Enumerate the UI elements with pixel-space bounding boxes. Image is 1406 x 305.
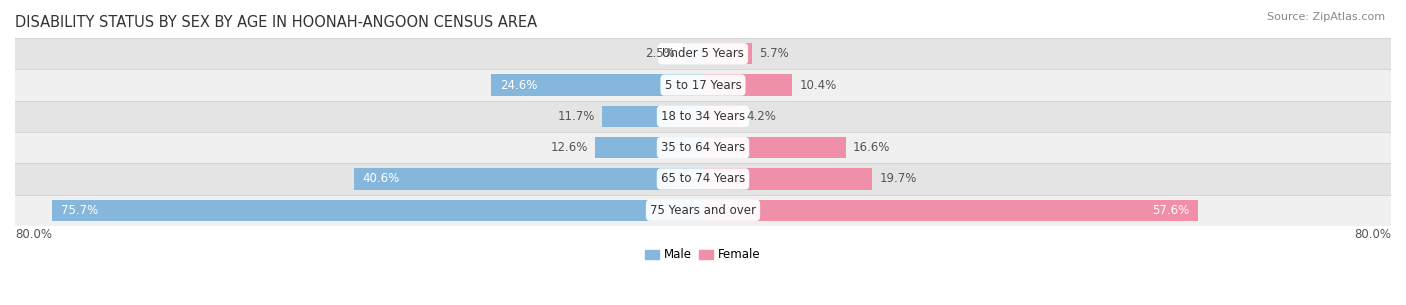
Text: 4.2%: 4.2% — [747, 110, 776, 123]
Text: 5.7%: 5.7% — [759, 47, 789, 60]
Text: 16.6%: 16.6% — [852, 141, 890, 154]
Bar — [703, 43, 752, 64]
Bar — [703, 168, 872, 190]
Text: 11.7%: 11.7% — [558, 110, 596, 123]
Text: Source: ZipAtlas.com: Source: ZipAtlas.com — [1267, 12, 1385, 22]
Text: 57.6%: 57.6% — [1153, 204, 1189, 217]
Bar — [703, 106, 740, 127]
Bar — [15, 195, 1391, 226]
Bar — [354, 168, 703, 190]
Text: 80.0%: 80.0% — [1354, 228, 1391, 241]
Text: 35 to 64 Years: 35 to 64 Years — [661, 141, 745, 154]
Bar — [703, 74, 793, 96]
Bar — [703, 200, 1198, 221]
Bar — [703, 137, 846, 158]
Legend: Male, Female: Male, Female — [645, 248, 761, 261]
Bar — [15, 163, 1391, 195]
Text: 10.4%: 10.4% — [800, 79, 837, 92]
Bar — [682, 43, 703, 64]
Bar — [52, 200, 703, 221]
Text: 2.5%: 2.5% — [645, 47, 675, 60]
Text: 18 to 34 Years: 18 to 34 Years — [661, 110, 745, 123]
Text: 24.6%: 24.6% — [501, 79, 537, 92]
Text: 40.6%: 40.6% — [363, 173, 399, 185]
Text: 5 to 17 Years: 5 to 17 Years — [665, 79, 741, 92]
Bar — [492, 74, 703, 96]
Bar — [602, 106, 703, 127]
Text: 19.7%: 19.7% — [879, 173, 917, 185]
Text: 80.0%: 80.0% — [15, 228, 52, 241]
Text: Under 5 Years: Under 5 Years — [662, 47, 744, 60]
Text: DISABILITY STATUS BY SEX BY AGE IN HOONAH-ANGOON CENSUS AREA: DISABILITY STATUS BY SEX BY AGE IN HOONA… — [15, 15, 537, 30]
Bar — [15, 101, 1391, 132]
Bar — [15, 132, 1391, 163]
Bar — [15, 70, 1391, 101]
Text: 12.6%: 12.6% — [550, 141, 588, 154]
Text: 75 Years and over: 75 Years and over — [650, 204, 756, 217]
Text: 65 to 74 Years: 65 to 74 Years — [661, 173, 745, 185]
Text: 75.7%: 75.7% — [60, 204, 98, 217]
Bar — [15, 38, 1391, 70]
Bar — [595, 137, 703, 158]
